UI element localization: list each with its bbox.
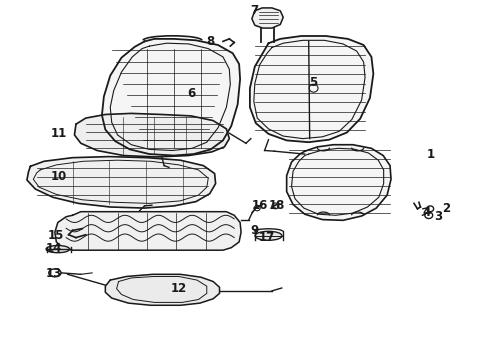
Polygon shape (287, 145, 391, 220)
Ellipse shape (46, 246, 70, 253)
Text: 16: 16 (251, 199, 268, 212)
Text: 6: 6 (187, 87, 195, 100)
Text: 10: 10 (50, 170, 67, 183)
Text: 5: 5 (310, 76, 318, 89)
Text: 8: 8 (207, 35, 215, 48)
Polygon shape (252, 8, 283, 28)
Text: 11: 11 (50, 127, 67, 140)
Text: 4: 4 (422, 206, 430, 219)
Text: 13: 13 (46, 267, 62, 280)
Text: 14: 14 (46, 242, 62, 255)
Polygon shape (105, 274, 220, 305)
Ellipse shape (255, 231, 282, 240)
Polygon shape (27, 157, 216, 208)
Polygon shape (102, 39, 240, 156)
Polygon shape (74, 113, 229, 157)
Text: 15: 15 (48, 229, 65, 242)
Text: 3: 3 (435, 210, 442, 222)
Text: 17: 17 (259, 231, 275, 244)
Text: 9: 9 (251, 224, 259, 237)
Text: 18: 18 (269, 199, 285, 212)
Text: 2: 2 (442, 202, 450, 215)
Polygon shape (55, 212, 241, 250)
Text: 1: 1 (427, 148, 435, 161)
Text: 7: 7 (251, 4, 259, 17)
Polygon shape (250, 36, 373, 142)
Text: 12: 12 (171, 282, 187, 294)
